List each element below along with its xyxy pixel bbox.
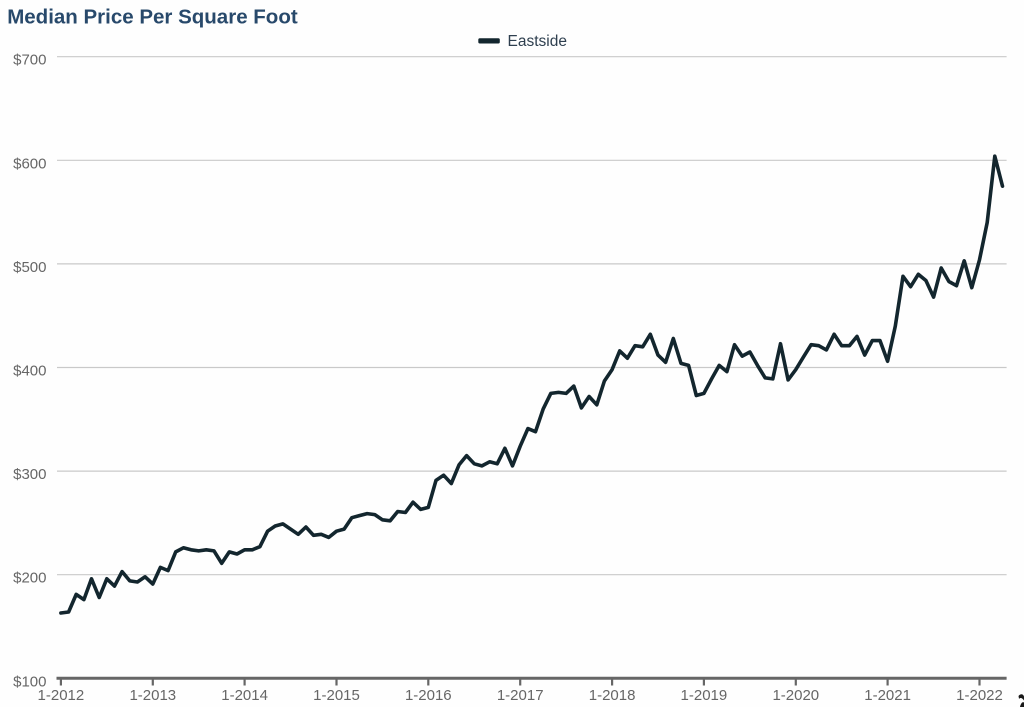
svg-text:1-2022: 1-2022 bbox=[956, 687, 1003, 704]
svg-text:1-2012: 1-2012 bbox=[38, 687, 85, 704]
svg-text:$400: $400 bbox=[13, 362, 46, 379]
svg-text:1-2021: 1-2021 bbox=[864, 687, 911, 704]
svg-text:1-2019: 1-2019 bbox=[681, 687, 728, 704]
svg-text:$500: $500 bbox=[13, 259, 46, 276]
svg-text:$200: $200 bbox=[13, 570, 46, 587]
svg-text:1-2014: 1-2014 bbox=[221, 687, 268, 704]
svg-text:1-2017: 1-2017 bbox=[497, 687, 544, 704]
svg-text:$700: $700 bbox=[13, 52, 46, 69]
svg-text:1-2020: 1-2020 bbox=[772, 687, 819, 704]
svg-text:$100: $100 bbox=[13, 673, 46, 690]
svg-text:Median Price Per Square Foot: Median Price Per Square Foot bbox=[7, 5, 298, 28]
svg-text:1-2013: 1-2013 bbox=[129, 687, 176, 704]
svg-text:Eastside: Eastside bbox=[508, 33, 567, 50]
svg-text:1-2018: 1-2018 bbox=[589, 687, 636, 704]
svg-text:$600: $600 bbox=[13, 155, 46, 172]
svg-text:$300: $300 bbox=[13, 466, 46, 483]
svg-text:1-2016: 1-2016 bbox=[405, 687, 452, 704]
svg-text:1-2015: 1-2015 bbox=[313, 687, 360, 704]
